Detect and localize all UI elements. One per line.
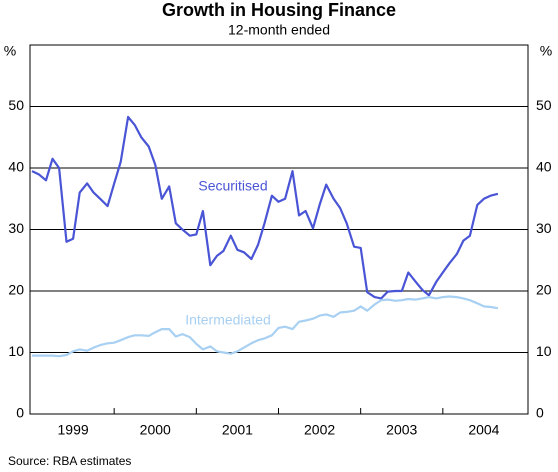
chart-subtitle: 12-month ended bbox=[228, 22, 330, 38]
y-tick-label-left: 50 bbox=[8, 97, 24, 113]
x-tick-label: 2002 bbox=[304, 422, 335, 438]
y-tick-label-right: 30 bbox=[536, 220, 552, 236]
x-tick-label: 2003 bbox=[386, 422, 417, 438]
y-tick-label-right: 0 bbox=[536, 405, 544, 421]
y-tick-label-left: 30 bbox=[8, 220, 24, 236]
y-tick-label-right: 40 bbox=[536, 159, 552, 175]
chart-title: Growth in Housing Finance bbox=[162, 0, 396, 20]
x-tick-label: 2004 bbox=[468, 422, 499, 438]
x-tick-label: 2001 bbox=[222, 422, 253, 438]
y-tick-label-left: 0 bbox=[16, 405, 24, 421]
y-tick-label-right: 20 bbox=[536, 282, 552, 298]
y-tick-label-left: 40 bbox=[8, 159, 24, 175]
series-line bbox=[31, 115, 499, 300]
y-tick-label-left: 10 bbox=[8, 343, 24, 359]
y-tick-label-left: 20 bbox=[8, 282, 24, 298]
x-tick-label: 1999 bbox=[58, 422, 89, 438]
y-tick-label-right: 50 bbox=[536, 97, 552, 113]
y-unit-right: % bbox=[540, 43, 552, 59]
source-note: Source: RBA estimates bbox=[8, 454, 131, 468]
series-label: Intermediated bbox=[185, 312, 271, 328]
series-line bbox=[32, 295, 499, 358]
y-unit-left: % bbox=[4, 43, 16, 59]
x-tick-label: 2000 bbox=[140, 422, 171, 438]
y-tick-label-right: 10 bbox=[536, 343, 552, 359]
series-label: Securitised bbox=[198, 178, 267, 194]
